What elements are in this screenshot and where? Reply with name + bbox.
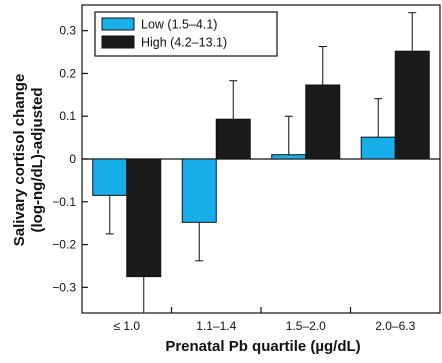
bar (126, 158, 162, 278)
bar (215, 118, 251, 160)
bar (92, 158, 128, 196)
bar (181, 158, 217, 223)
x-axis-title: Prenatal Pb quartile (µg/dL) (165, 338, 360, 355)
legend-label: High (4.2–13.1) (141, 36, 227, 50)
y-tick-label: 0 (69, 152, 76, 166)
y-tick-label: −0.3 (52, 280, 76, 294)
legend-swatch (101, 35, 135, 49)
x-tick-label: 1.5–2.0 (286, 319, 326, 333)
y-tick-label: 0.2 (59, 66, 76, 80)
y-axis-title-line-1: Salivary cortisol change (11, 74, 28, 247)
y-tick-label: −0.1 (52, 195, 76, 209)
y-tick-label: 0.3 (59, 24, 76, 38)
y-tick-label: −0.2 (52, 238, 76, 252)
legend-label: Low (1.5–4.1) (141, 18, 217, 32)
x-tick-label: 1.1–1.4 (196, 319, 236, 333)
legend-swatch (101, 17, 135, 31)
x-tick-label: ≤ 1.0 (113, 319, 140, 333)
bar (394, 50, 430, 160)
y-axis-title-line-2: (log-ng/dL)-adjusted (29, 88, 46, 233)
x-tick-label: 2.0–6.3 (375, 319, 415, 333)
bar (271, 154, 307, 160)
bar (305, 84, 341, 160)
y-tick-label: 0.1 (59, 109, 76, 123)
bar (360, 136, 396, 160)
